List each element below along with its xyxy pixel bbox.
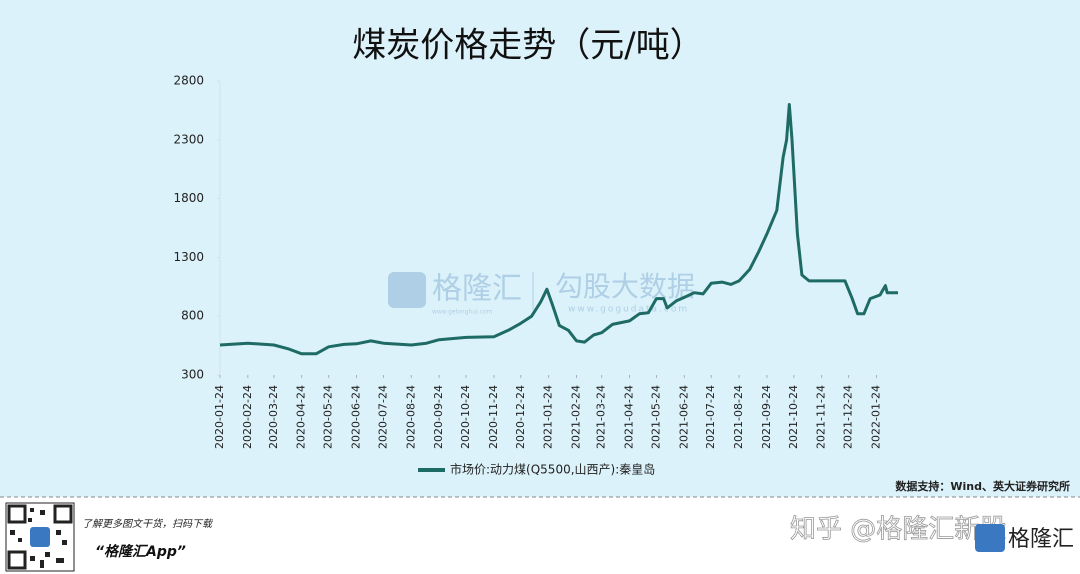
x-tick-label: 2021-05-24 [649, 385, 662, 449]
qr-modules [10, 508, 67, 568]
y-tick-label: 1800 [173, 191, 204, 205]
x-tick-label: 2021-08-24 [732, 385, 745, 449]
x-tick-label: 2021-12-24 [842, 385, 855, 449]
x-tick-label: 2021-03-24 [595, 385, 608, 449]
x-tick-label: 2021-10-24 [787, 385, 800, 449]
x-tick-label: 2022-01-24 [869, 385, 882, 449]
x-tick-label: 2020-02-24 [241, 385, 254, 449]
x-tick-label: 2020-01-24 [213, 385, 226, 449]
x-tick-label: 2021-01-24 [542, 385, 555, 449]
y-tick-label: 2300 [173, 132, 204, 146]
qr-logo [30, 527, 50, 547]
x-tick-label: 2021-07-24 [704, 385, 717, 449]
qr-finder [53, 504, 73, 524]
zhihu-watermark: 知乎 @格隆汇新股 [790, 515, 1006, 545]
corner-logo-text: 格隆汇 [1008, 527, 1074, 552]
x-tick-label: 2020-07-24 [376, 385, 389, 449]
y-tick-label: 800 [181, 309, 204, 323]
x-tick-label: 2020-05-24 [322, 385, 335, 449]
qr-finder [7, 504, 27, 524]
x-tick-label: 2021-09-24 [760, 385, 773, 449]
watermark-url: www.gelonghui.com [432, 309, 493, 316]
watermark-text: 勾股大数据 [555, 270, 695, 303]
x-tick-label: 2020-10-24 [459, 385, 472, 449]
series-line [219, 103, 898, 356]
watermark: 格隆汇 www.gelonghui.com 勾股大数据 www.gogudata… [388, 270, 695, 316]
x-tick-label: 2021-04-24 [622, 385, 635, 449]
x-tick-label: 2021-11-24 [815, 385, 828, 449]
x-tick-label: 2020-09-24 [432, 385, 445, 449]
x-tick-label: 2020-03-24 [267, 385, 280, 449]
corner-logo-icon [975, 524, 1005, 552]
qr-code [5, 502, 75, 572]
x-tick-label: 2021-06-24 [677, 385, 690, 449]
x-tick-label: 2020-06-24 [349, 385, 362, 449]
chart-background [0, 0, 1080, 497]
x-tick-label: 2020-08-24 [404, 385, 417, 449]
legend-label: 市场价:动力煤(Q5500,山西产):秦皇岛 [450, 462, 655, 477]
x-tick-label: 2020-11-24 [487, 385, 500, 449]
watermark-text: 格隆汇 [432, 272, 522, 307]
chart-title: 煤炭价格走势（元/吨） [352, 26, 703, 66]
y-tick-label: 2800 [173, 74, 204, 88]
watermark-url: www.gogudata.com [568, 305, 689, 315]
x-tick-label: 2020-04-24 [295, 385, 308, 449]
promo-text: 了解更多图文干货，扫码下载 [82, 518, 214, 530]
footer-background [0, 497, 1080, 574]
x-tick-label: 2021-02-24 [570, 385, 583, 449]
y-tick-label: 300 [181, 368, 204, 382]
x-tick-label: 2020-12-24 [514, 385, 527, 449]
app-name: “格隆汇App” [95, 543, 186, 560]
watermark-icon [388, 272, 426, 308]
y-tick-label: 1300 [173, 250, 204, 264]
source: 数据支持：Wind、英大证券研究所 [895, 479, 1070, 493]
qr-finder [7, 550, 27, 570]
